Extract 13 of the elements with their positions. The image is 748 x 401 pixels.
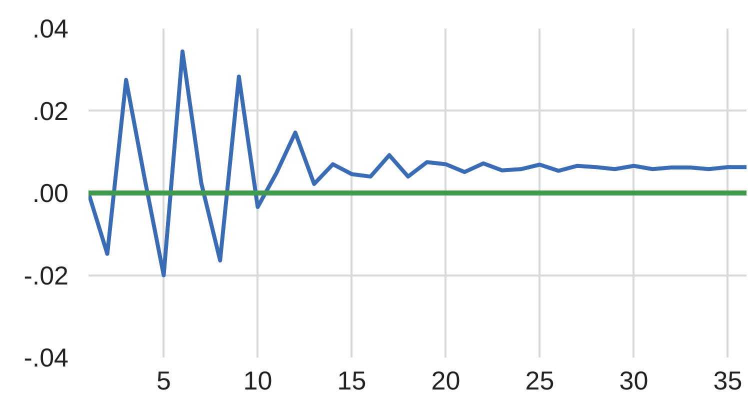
y-tick-label: -.02 xyxy=(24,260,69,290)
x-tick-label: 15 xyxy=(337,366,366,396)
x-tick-label: 5 xyxy=(156,366,171,396)
x-tick-label: 30 xyxy=(619,366,648,396)
y-tick-label: -.04 xyxy=(24,342,69,372)
line-series xyxy=(88,50,746,278)
x-tick-label: 10 xyxy=(243,366,272,396)
x-tick-label: 25 xyxy=(525,366,554,396)
x-tick-label: 35 xyxy=(713,366,742,396)
x-tick-label: 20 xyxy=(431,366,460,396)
y-tick-label: .00 xyxy=(32,178,69,208)
y-tick-label: .02 xyxy=(32,96,69,126)
y-tick-label: .04 xyxy=(32,14,69,44)
